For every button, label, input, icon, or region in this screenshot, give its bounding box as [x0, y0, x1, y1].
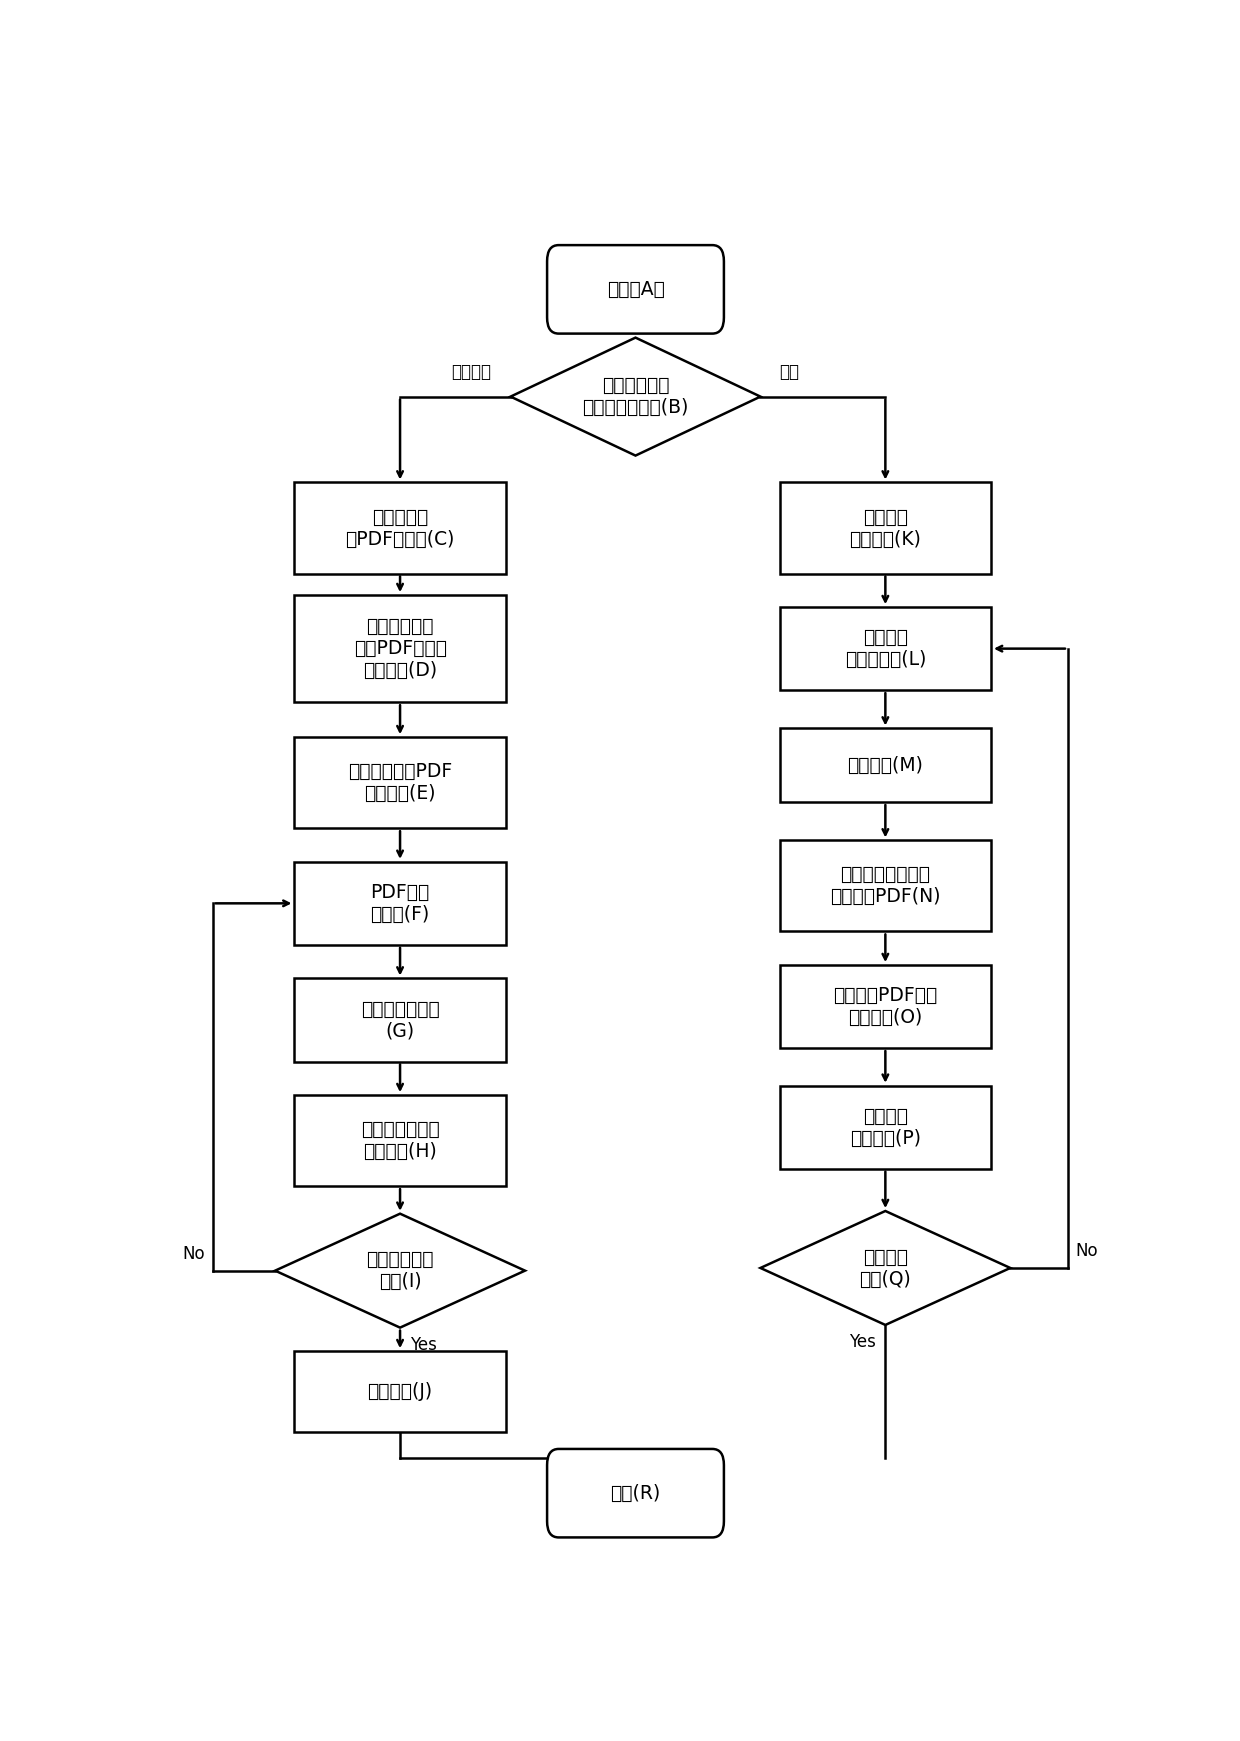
FancyBboxPatch shape — [294, 1351, 506, 1431]
Text: 初始化模型参数
(G): 初始化模型参数 (G) — [361, 999, 439, 1041]
Text: 模型训练或纤
维形态分布预测(B): 模型训练或纤 维形态分布预测(B) — [583, 376, 688, 418]
Text: No: No — [182, 1245, 205, 1262]
Text: 结束(R): 结束(R) — [610, 1483, 661, 1502]
FancyBboxPatch shape — [294, 736, 506, 829]
FancyBboxPatch shape — [294, 862, 506, 945]
FancyBboxPatch shape — [780, 728, 991, 803]
Text: 输出纤维形态PDF
权值解耦(E): 输出纤维形态PDF 权值解耦(E) — [348, 763, 453, 803]
Text: Yes: Yes — [409, 1335, 436, 1354]
FancyBboxPatch shape — [294, 978, 506, 1062]
Text: PDF权值
预处理(F): PDF权值 预处理(F) — [371, 883, 430, 924]
FancyBboxPatch shape — [780, 1086, 991, 1168]
Text: 模型训练及参数
矩阵确定(H): 模型训练及参数 矩阵确定(H) — [361, 1119, 439, 1161]
Text: No: No — [1075, 1241, 1099, 1260]
Text: 模型训练: 模型训练 — [451, 362, 491, 381]
Text: 开始（A）: 开始（A） — [606, 280, 665, 299]
Text: 预测运算(M): 预测运算(M) — [847, 756, 924, 775]
FancyBboxPatch shape — [547, 245, 724, 334]
Text: 读取已训
练好模型(K): 读取已训 练好模型(K) — [849, 507, 921, 548]
FancyBboxPatch shape — [780, 482, 991, 573]
FancyBboxPatch shape — [294, 482, 506, 573]
Text: Yes: Yes — [849, 1334, 875, 1351]
Text: 纤维形态PDF预测
结果显示(O): 纤维形态PDF预测 结果显示(O) — [833, 985, 937, 1027]
FancyBboxPatch shape — [780, 841, 991, 931]
Text: 读取模型
输入样本集(L): 读取模型 输入样本集(L) — [844, 629, 926, 669]
FancyBboxPatch shape — [294, 595, 506, 702]
Text: 模型输出权值还原
纤维形态PDF(N): 模型输出权值还原 纤维形态PDF(N) — [830, 865, 941, 907]
FancyBboxPatch shape — [780, 608, 991, 689]
Polygon shape — [511, 338, 760, 456]
Polygon shape — [275, 1213, 525, 1328]
Text: 保存模型(J): 保存模型(J) — [367, 1382, 433, 1402]
FancyBboxPatch shape — [294, 1095, 506, 1186]
Text: 预测: 预测 — [780, 362, 800, 381]
FancyBboxPatch shape — [547, 1449, 724, 1537]
Text: 建模误差是否
合格(I): 建模误差是否 合格(I) — [366, 1250, 434, 1292]
Text: 是否预测
结束(Q): 是否预测 结束(Q) — [859, 1248, 911, 1288]
Text: 预测输出
结果保存(P): 预测输出 结果保存(P) — [849, 1107, 921, 1147]
Text: 读取模型训
练PDF样本集(C): 读取模型训 练PDF样本集(C) — [346, 507, 455, 548]
Text: 构建纤维形态
分布PDF瞬时平
方根模型(D): 构建纤维形态 分布PDF瞬时平 方根模型(D) — [353, 616, 446, 681]
Polygon shape — [760, 1212, 1011, 1325]
FancyBboxPatch shape — [780, 965, 991, 1048]
